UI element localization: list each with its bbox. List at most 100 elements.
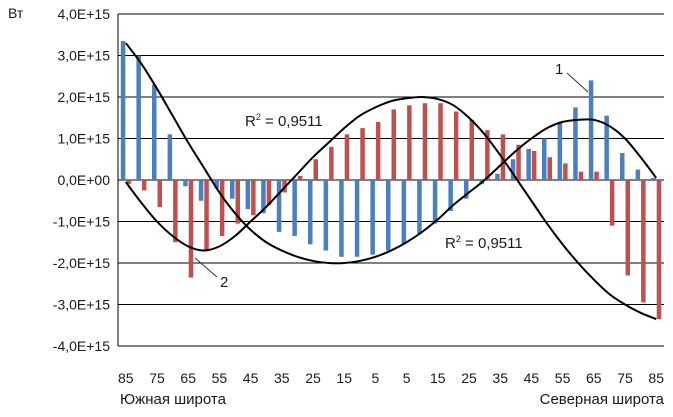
bar-series-1 <box>370 180 375 255</box>
bar-series-1 <box>120 40 126 180</box>
bar-series-2 <box>297 175 303 180</box>
hemisphere-label-south: Южная широта <box>120 391 227 408</box>
bar-series-2 <box>344 134 350 180</box>
x-tick-label: 55 <box>555 370 571 386</box>
bar-series-2 <box>594 171 599 180</box>
bar-series-2 <box>391 109 396 180</box>
y-tick-label: -3,0E+15 <box>53 297 110 313</box>
x-tick-label: 85 <box>118 370 134 386</box>
trend-label-1: R2 = 0,9511 <box>245 112 323 130</box>
bar-series-1 <box>401 180 407 245</box>
x-tick-label: 25 <box>461 370 477 386</box>
y-tick-label: 1,0E+15 <box>57 131 110 147</box>
trend-label-2: R2 = 0,9511 <box>445 234 523 252</box>
bar-series-1 <box>386 180 391 251</box>
bar-series-1 <box>573 107 578 180</box>
bar-series-2 <box>422 103 428 180</box>
callout-1-leader <box>566 72 589 93</box>
bar-series-2 <box>656 180 662 320</box>
x-tick-label: 85 <box>648 370 664 386</box>
x-tick-label: 55 <box>212 370 228 386</box>
bar-series-2 <box>609 180 615 226</box>
bar-series-1 <box>339 180 344 257</box>
bar-series-1 <box>152 84 157 180</box>
x-tick-label: 45 <box>524 370 540 386</box>
y-tick-label: 2,0E+15 <box>57 89 110 105</box>
bar-series-1 <box>526 148 531 180</box>
bar-series-1 <box>510 159 516 180</box>
bar-series-1 <box>557 121 563 180</box>
bar-series-1 <box>292 180 297 237</box>
bar-series-2 <box>531 150 537 180</box>
bar-series-1 <box>230 180 235 199</box>
y-axis-unit: Вт <box>8 5 24 21</box>
callout-1: 1 <box>555 61 563 78</box>
bar-series-2 <box>516 144 521 180</box>
y-axis-ticks: 4,0E+15 3,0E+15 2,0E+15 1,0E+15 0,0E+00 -1,0E… <box>53 6 110 354</box>
bar-series-1 <box>261 180 266 214</box>
bar-series-1 <box>432 180 438 224</box>
bar-series-2 <box>157 180 162 207</box>
y-tick-label: 3,0E+15 <box>57 48 110 64</box>
bar-series-1 <box>495 173 500 180</box>
bar-series-2 <box>578 171 584 180</box>
bar-series-2 <box>547 157 552 180</box>
bar-series-2 <box>625 180 630 276</box>
bar-series-2 <box>173 180 178 243</box>
trend-lines <box>125 42 657 320</box>
x-tick-label: 75 <box>617 370 633 386</box>
bar-series-2 <box>188 180 194 278</box>
bar-series-2 <box>407 105 412 180</box>
x-tick-label: 65 <box>586 370 602 386</box>
bar-series-2 <box>360 128 365 180</box>
x-tick-label: 35 <box>274 370 290 386</box>
callout-2-leader <box>194 257 218 278</box>
bar-series-2 <box>219 180 225 237</box>
y-tick-label: -2,0E+15 <box>53 255 110 271</box>
y-tick-label: 0,0E+00 <box>57 172 110 188</box>
bar-series-2 <box>375 121 381 180</box>
bar-series-1 <box>448 180 453 212</box>
trend-line-2 <box>125 95 657 320</box>
bar-series-1 <box>620 153 625 180</box>
y-tick-label: -1,0E+15 <box>53 214 110 230</box>
x-tick-label: 5 <box>372 370 380 386</box>
x-tick-label: 65 <box>180 370 196 386</box>
bar-series-2 <box>500 134 506 180</box>
x-axis-ticks: 85 75 65 55 45 35 25 15 5 5 15 25 35 45 55 65 75 85 <box>118 370 664 386</box>
grid <box>117 13 664 347</box>
trend-line-1 <box>125 42 657 265</box>
x-tick-label: 45 <box>243 370 259 386</box>
y-tick-label: -4,0E+15 <box>53 338 110 354</box>
bar-series-1 <box>588 80 594 180</box>
bar-series-1 <box>214 180 219 189</box>
hemisphere-label-north: Северная широта <box>540 391 665 408</box>
bar-series-2 <box>563 163 568 180</box>
bar-series-2 <box>235 180 240 224</box>
bar-series-1 <box>276 180 282 232</box>
bar-series-2 <box>329 146 334 180</box>
x-tick-label: 15 <box>430 370 446 386</box>
callout-2: 2 <box>220 274 228 291</box>
bar-series-1 <box>417 180 422 234</box>
bar-series-2 <box>469 119 474 180</box>
bar-series-2 <box>485 130 490 180</box>
y-tick-label: 4,0E+15 <box>57 6 110 22</box>
bar-series-1 <box>308 180 313 245</box>
bar-series-1 <box>183 180 188 187</box>
bar-series-1 <box>136 55 141 180</box>
bars <box>120 40 662 320</box>
bar-series-1 <box>323 180 329 251</box>
bar-series-1 <box>245 180 251 210</box>
x-tick-label: 35 <box>492 370 508 386</box>
bar-series-1 <box>635 169 641 180</box>
bar-series-2 <box>126 180 131 185</box>
bar-series-2 <box>313 159 318 180</box>
x-tick-label: 15 <box>336 370 352 386</box>
bar-series-2 <box>266 180 272 205</box>
bar-series-1 <box>651 177 656 180</box>
x-tick-label: 5 <box>403 370 411 386</box>
x-tick-label: 75 <box>149 370 165 386</box>
